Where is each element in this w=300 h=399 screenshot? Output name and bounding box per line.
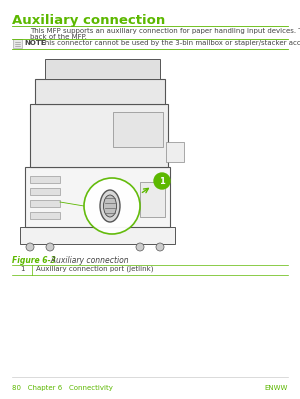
- Ellipse shape: [100, 190, 120, 222]
- Circle shape: [46, 243, 54, 251]
- Text: This MFP supports an auxiliary connection for paper handling input devices. The : This MFP supports an auxiliary connectio…: [30, 28, 300, 34]
- FancyBboxPatch shape: [35, 79, 165, 104]
- FancyBboxPatch shape: [30, 104, 168, 167]
- Text: Auxiliary connection: Auxiliary connection: [46, 256, 129, 265]
- FancyBboxPatch shape: [30, 200, 60, 207]
- FancyBboxPatch shape: [113, 112, 163, 147]
- Circle shape: [154, 173, 170, 189]
- FancyBboxPatch shape: [140, 182, 165, 217]
- Circle shape: [26, 243, 34, 251]
- Text: back of the MFP.: back of the MFP.: [30, 34, 87, 40]
- FancyBboxPatch shape: [30, 176, 60, 183]
- FancyBboxPatch shape: [45, 59, 160, 79]
- Text: ENWW: ENWW: [265, 385, 288, 391]
- FancyBboxPatch shape: [13, 39, 22, 48]
- FancyBboxPatch shape: [30, 212, 60, 219]
- FancyBboxPatch shape: [30, 188, 60, 195]
- Circle shape: [156, 243, 164, 251]
- Text: This connector cannot be used by the 3-bin mailbox or stapler/stacker accessorie: This connector cannot be used by the 3-b…: [36, 40, 300, 46]
- Text: NOTE: NOTE: [24, 40, 46, 46]
- Text: 1: 1: [20, 266, 24, 272]
- Text: Figure 6-3: Figure 6-3: [12, 256, 56, 265]
- Ellipse shape: [103, 195, 116, 217]
- Text: Auxiliary connection: Auxiliary connection: [12, 14, 165, 27]
- Text: 80   Chapter 6   Connectivity: 80 Chapter 6 Connectivity: [12, 385, 113, 391]
- Text: 1: 1: [159, 176, 165, 186]
- FancyBboxPatch shape: [20, 227, 175, 244]
- Text: Auxiliary connection port (Jetlink): Auxiliary connection port (Jetlink): [36, 266, 154, 273]
- FancyBboxPatch shape: [166, 142, 184, 162]
- Circle shape: [84, 178, 140, 234]
- Circle shape: [136, 243, 144, 251]
- FancyBboxPatch shape: [25, 167, 170, 227]
